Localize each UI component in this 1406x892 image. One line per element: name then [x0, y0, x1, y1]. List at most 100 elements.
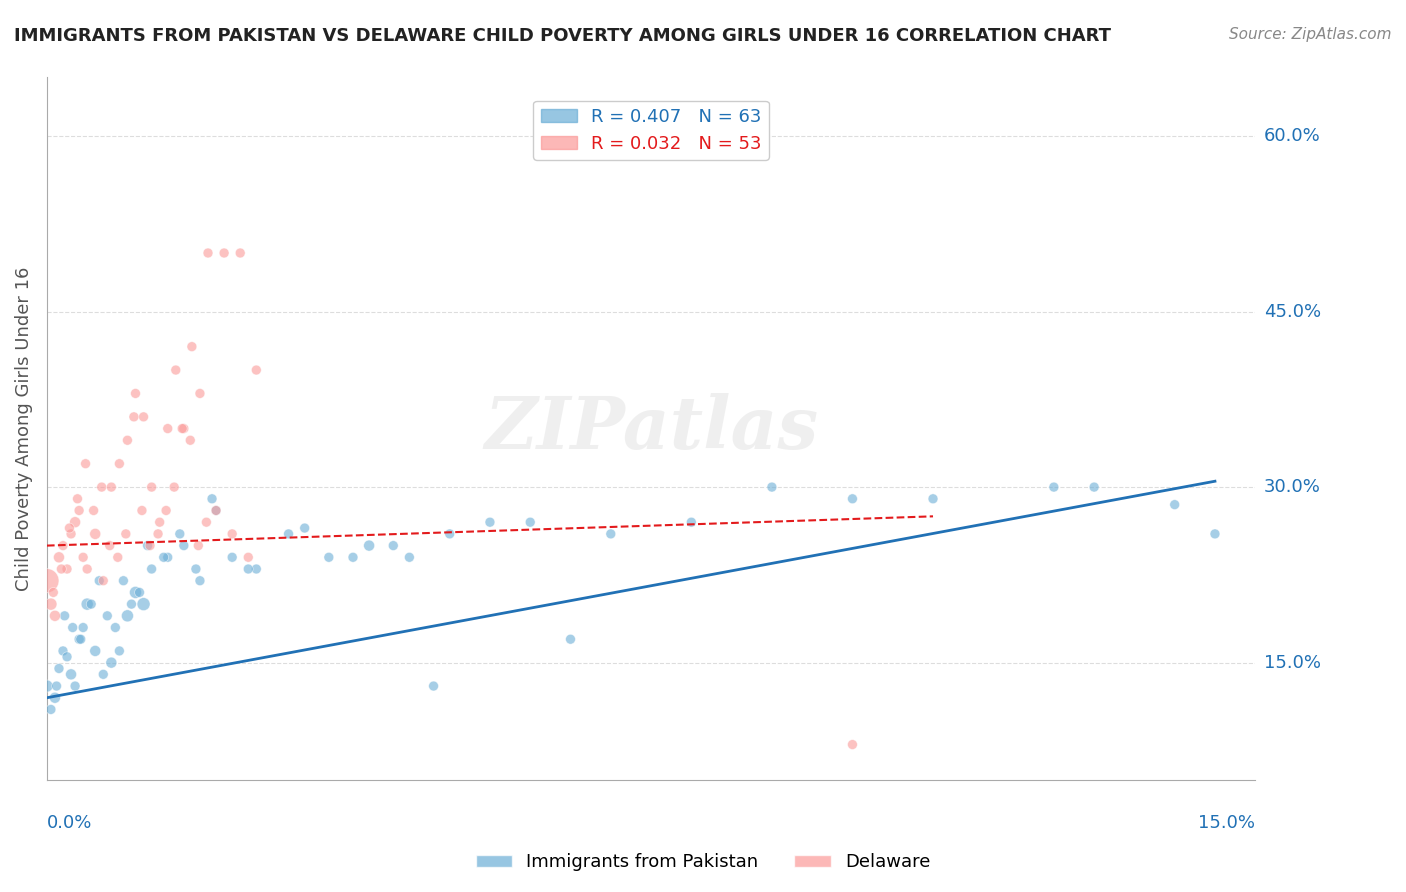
Point — [1043, 480, 1066, 494]
Point — [169, 527, 191, 541]
Point — [52, 644, 75, 658]
Point — [294, 521, 316, 535]
Point — [108, 644, 131, 658]
Text: 45.0%: 45.0% — [1264, 302, 1320, 320]
Point — [229, 246, 252, 260]
Point — [277, 527, 299, 541]
Point — [599, 527, 621, 541]
Point — [100, 480, 122, 494]
Point — [132, 597, 155, 611]
Point — [139, 539, 162, 553]
Point — [197, 246, 219, 260]
Point — [238, 562, 260, 576]
Point — [60, 527, 83, 541]
Point — [173, 539, 195, 553]
Point — [131, 503, 153, 517]
Point — [67, 632, 90, 647]
Point — [98, 539, 121, 553]
Point — [91, 574, 114, 588]
Point — [205, 503, 228, 517]
Point — [245, 363, 267, 377]
Point — [69, 632, 91, 647]
Point — [841, 491, 863, 506]
Point — [35, 679, 58, 693]
Point — [90, 480, 112, 494]
Point — [212, 246, 235, 260]
Point — [67, 503, 90, 517]
Point — [44, 690, 66, 705]
Point — [128, 585, 150, 599]
Point — [51, 562, 73, 576]
Point — [72, 621, 94, 635]
Point — [238, 550, 260, 565]
Point — [560, 632, 582, 647]
Point — [681, 515, 703, 529]
Text: 0.0%: 0.0% — [46, 814, 93, 832]
Point — [149, 515, 172, 529]
Point — [117, 434, 139, 448]
Point — [245, 562, 267, 576]
Point — [76, 562, 98, 576]
Point — [156, 421, 179, 435]
Point — [114, 527, 136, 541]
Point — [221, 550, 243, 565]
Point — [56, 649, 79, 664]
Point — [112, 574, 135, 588]
Point — [1204, 527, 1226, 541]
Point — [841, 738, 863, 752]
Point — [188, 386, 211, 401]
Point — [58, 521, 80, 535]
Point — [156, 550, 179, 565]
Text: IMMIGRANTS FROM PAKISTAN VS DELAWARE CHILD POVERTY AMONG GIRLS UNDER 16 CORRELAT: IMMIGRANTS FROM PAKISTAN VS DELAWARE CHI… — [14, 27, 1111, 45]
Point — [91, 667, 114, 681]
Text: 15.0%: 15.0% — [1264, 654, 1320, 672]
Point — [439, 527, 461, 541]
Point — [53, 608, 76, 623]
Point — [108, 457, 131, 471]
Point — [121, 597, 143, 611]
Point — [100, 656, 122, 670]
Point — [1163, 498, 1185, 512]
Point — [180, 340, 202, 354]
Point — [124, 386, 146, 401]
Point — [519, 515, 541, 529]
Point — [35, 574, 58, 588]
Point — [195, 515, 218, 529]
Point — [48, 550, 70, 565]
Point — [146, 527, 169, 541]
Point — [56, 562, 79, 576]
Point — [44, 608, 66, 623]
Point — [152, 550, 174, 565]
Point — [141, 480, 163, 494]
Point — [62, 621, 84, 635]
Legend: R = 0.407   N = 63, R = 0.032   N = 53: R = 0.407 N = 63, R = 0.032 N = 53 — [533, 101, 769, 160]
Point — [173, 421, 195, 435]
Point — [84, 644, 107, 658]
Text: ZIPatlas: ZIPatlas — [484, 393, 818, 464]
Point — [89, 574, 111, 588]
Point — [60, 667, 83, 681]
Point — [165, 363, 187, 377]
Text: 60.0%: 60.0% — [1264, 127, 1320, 145]
Text: Source: ZipAtlas.com: Source: ZipAtlas.com — [1229, 27, 1392, 42]
Point — [221, 527, 243, 541]
Text: 15.0%: 15.0% — [1198, 814, 1256, 832]
Point — [66, 491, 89, 506]
Point — [75, 457, 97, 471]
Point — [922, 491, 945, 506]
Point — [84, 527, 107, 541]
Point — [188, 574, 211, 588]
Point — [422, 679, 444, 693]
Point — [172, 421, 194, 435]
Point — [141, 562, 163, 576]
Point — [359, 539, 381, 553]
Point — [205, 503, 228, 517]
Point — [48, 661, 70, 675]
Point — [187, 539, 209, 553]
Y-axis label: Child Poverty Among Girls Under 16: Child Poverty Among Girls Under 16 — [15, 267, 32, 591]
Point — [107, 550, 129, 565]
Point — [96, 608, 118, 623]
Point — [163, 480, 186, 494]
Point — [39, 702, 62, 716]
Point — [76, 597, 98, 611]
